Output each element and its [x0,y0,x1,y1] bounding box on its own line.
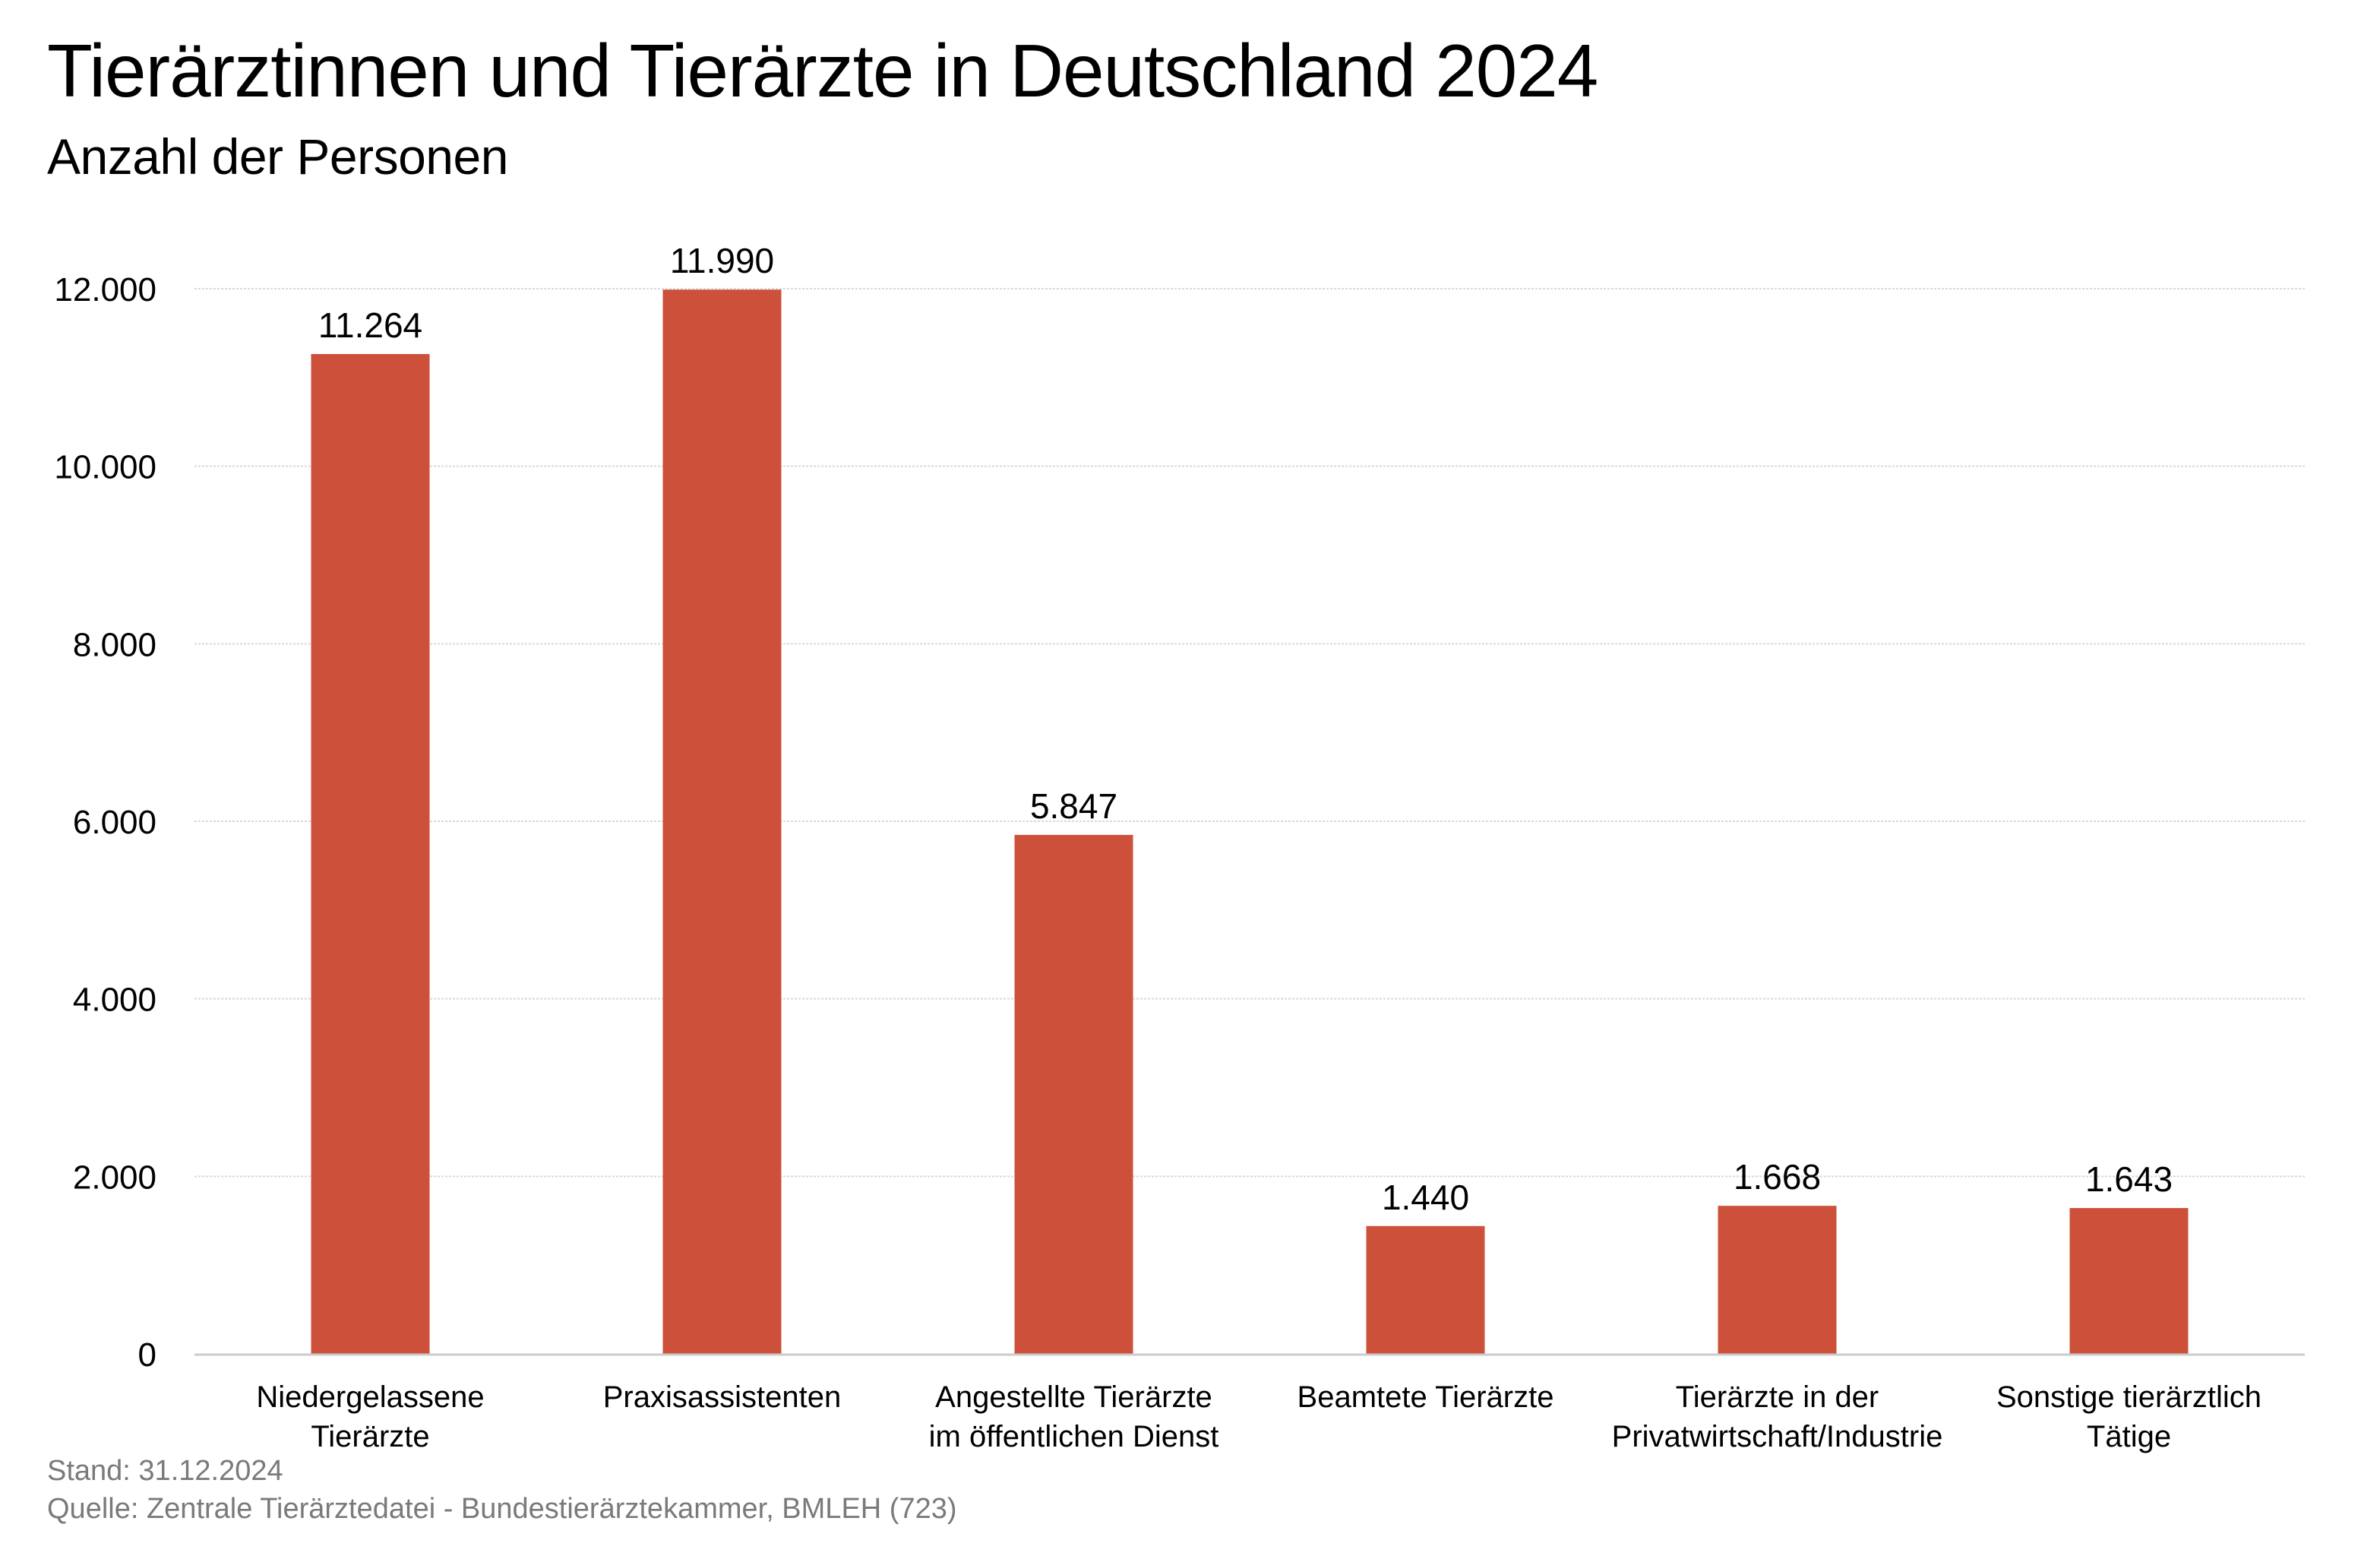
footer-stand: Stand: 31.12.2024 [47,1455,283,1487]
category-labels: Niedergelassene Tierärzte Praxisassistente… [256,1380,2261,1453]
category-label: Tierärzte [311,1420,429,1453]
y-axis-ticks: 0 2.000 4.000 6.000 8.000 10.000 12.000 [54,271,156,1374]
value-label: 11.264 [318,305,422,345]
bars [311,289,2189,1355]
value-labels: 11.264 11.990 5.847 1.440 1.668 1.643 [318,241,2173,1217]
category-label: im öffentlichen Dienst [929,1420,1219,1453]
bar [311,353,430,1355]
footer-source: Quelle: Zentrale Tierärztedatei - Bundes… [47,1493,957,1525]
y-tick-label: 12.000 [54,271,156,308]
value-label: 11.990 [670,241,774,280]
chart-subtitle: Anzahl der Personen [47,128,508,185]
bar [1366,1225,1485,1354]
y-tick-label: 4.000 [73,982,156,1019]
value-label: 5.847 [1030,786,1117,826]
category-label: Niedergelassene [256,1380,484,1414]
category-label: Tierärzte in der [1676,1380,1879,1414]
category-label: Privatwirtschaft/Industrie [1612,1420,1943,1453]
bar [662,289,782,1354]
y-tick-label: 10.000 [54,449,156,486]
gridlines [194,288,2305,1178]
category-label: Angestellte Tierärzte [935,1380,1212,1414]
category-label: Beamtete Tierärzte [1297,1380,1554,1414]
bar [1718,1206,1837,1354]
category-label: Praxisassistenten [603,1380,841,1414]
value-label: 1.440 [1382,1178,1469,1217]
chart-title: Tierärztinnen und Tierärzte in Deutschla… [47,29,1598,112]
bar [2069,1208,2189,1354]
value-label: 1.643 [2085,1159,2173,1199]
y-tick-label: 0 [138,1336,156,1374]
value-label: 1.668 [1734,1157,1821,1197]
y-tick-label: 2.000 [73,1159,156,1196]
bar [1014,834,1133,1354]
y-tick-label: 8.000 [73,626,156,663]
category-label: Sonstige tierärztlich [1996,1380,2261,1414]
y-tick-label: 6.000 [73,804,156,841]
category-label: Tätige [2087,1420,2171,1453]
